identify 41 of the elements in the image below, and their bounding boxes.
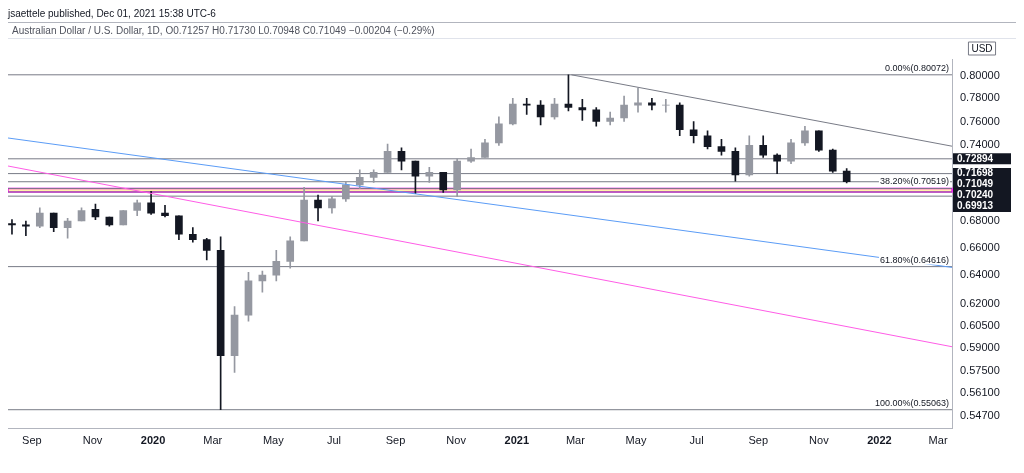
x-tick-label: Mar (203, 434, 223, 447)
ref-line-label: 0.69913 (957, 200, 994, 212)
y-tick-label: 0.76000 (960, 114, 1000, 127)
x-tick-label: Jul (689, 434, 704, 447)
x-tick-label: 2021 (504, 434, 530, 447)
y-tick-label: 0.60500 (960, 318, 1000, 331)
annotation: 100.00%(0.55063) (874, 397, 949, 408)
x-tick-label: 2022 (867, 434, 892, 447)
x-tick-label: May (625, 434, 647, 447)
ref-line-label: 0.70240 (957, 189, 994, 201)
y-tick-label: 0.68000 (960, 214, 1000, 226)
annotation: 0.00%(0.80072) (884, 62, 949, 73)
x-tick-label: Mar (565, 434, 586, 447)
y-tick-label: 0.64000 (960, 268, 1000, 281)
x-tick-label: 2020 (140, 434, 166, 447)
y-tick-label: 0.59000 (960, 340, 1000, 353)
x-tick-label: Sep (748, 434, 769, 447)
y-tick-label: 0.57500 (960, 364, 1000, 377)
text: USD (971, 42, 993, 54)
chart-subtitle: jsaettele published, Dec 01, 2021 15:38 UTC-6 (8, 8, 217, 21)
x-tick-label: Nov (446, 434, 467, 447)
x-tick-label: Mar (928, 434, 948, 447)
ref-line-label: 0.71698 (957, 167, 994, 179)
x-tick-label: Sep (385, 434, 406, 447)
y-tick-label: 0.80000 (960, 68, 1000, 81)
ref-line-label: 0.71049 (957, 178, 994, 190)
chart-title: Australian Dollar / U.S. Dollar, 1D, O0.71257 H0.71730 L0.70948 C0.71049 −0.00204 (−0.29%) (8, 22, 1016, 39)
y-tick-label: 0.66000 (960, 240, 1000, 253)
y-tick-label: 0.62000 (960, 296, 1000, 309)
annotation: 61.80%(0.64616) (879, 254, 949, 265)
x-tick-label: Jul (326, 434, 341, 447)
ref-line-label: 0.72894 (957, 152, 994, 164)
x-tick-label: Sep (22, 434, 42, 447)
annotation: 38.20%(0.70519) (879, 176, 949, 187)
x-tick-label: Nov (82, 434, 103, 447)
y-tick-label: 0.78000 (960, 91, 1000, 104)
y-tick-label: 0.74000 (960, 138, 1000, 151)
y-tick-label: 0.54700 (960, 408, 1000, 421)
y-tick-label: 0.56100 (960, 386, 1000, 399)
x-tick-label: May (262, 434, 285, 447)
x-tick-label: Nov (809, 434, 830, 447)
